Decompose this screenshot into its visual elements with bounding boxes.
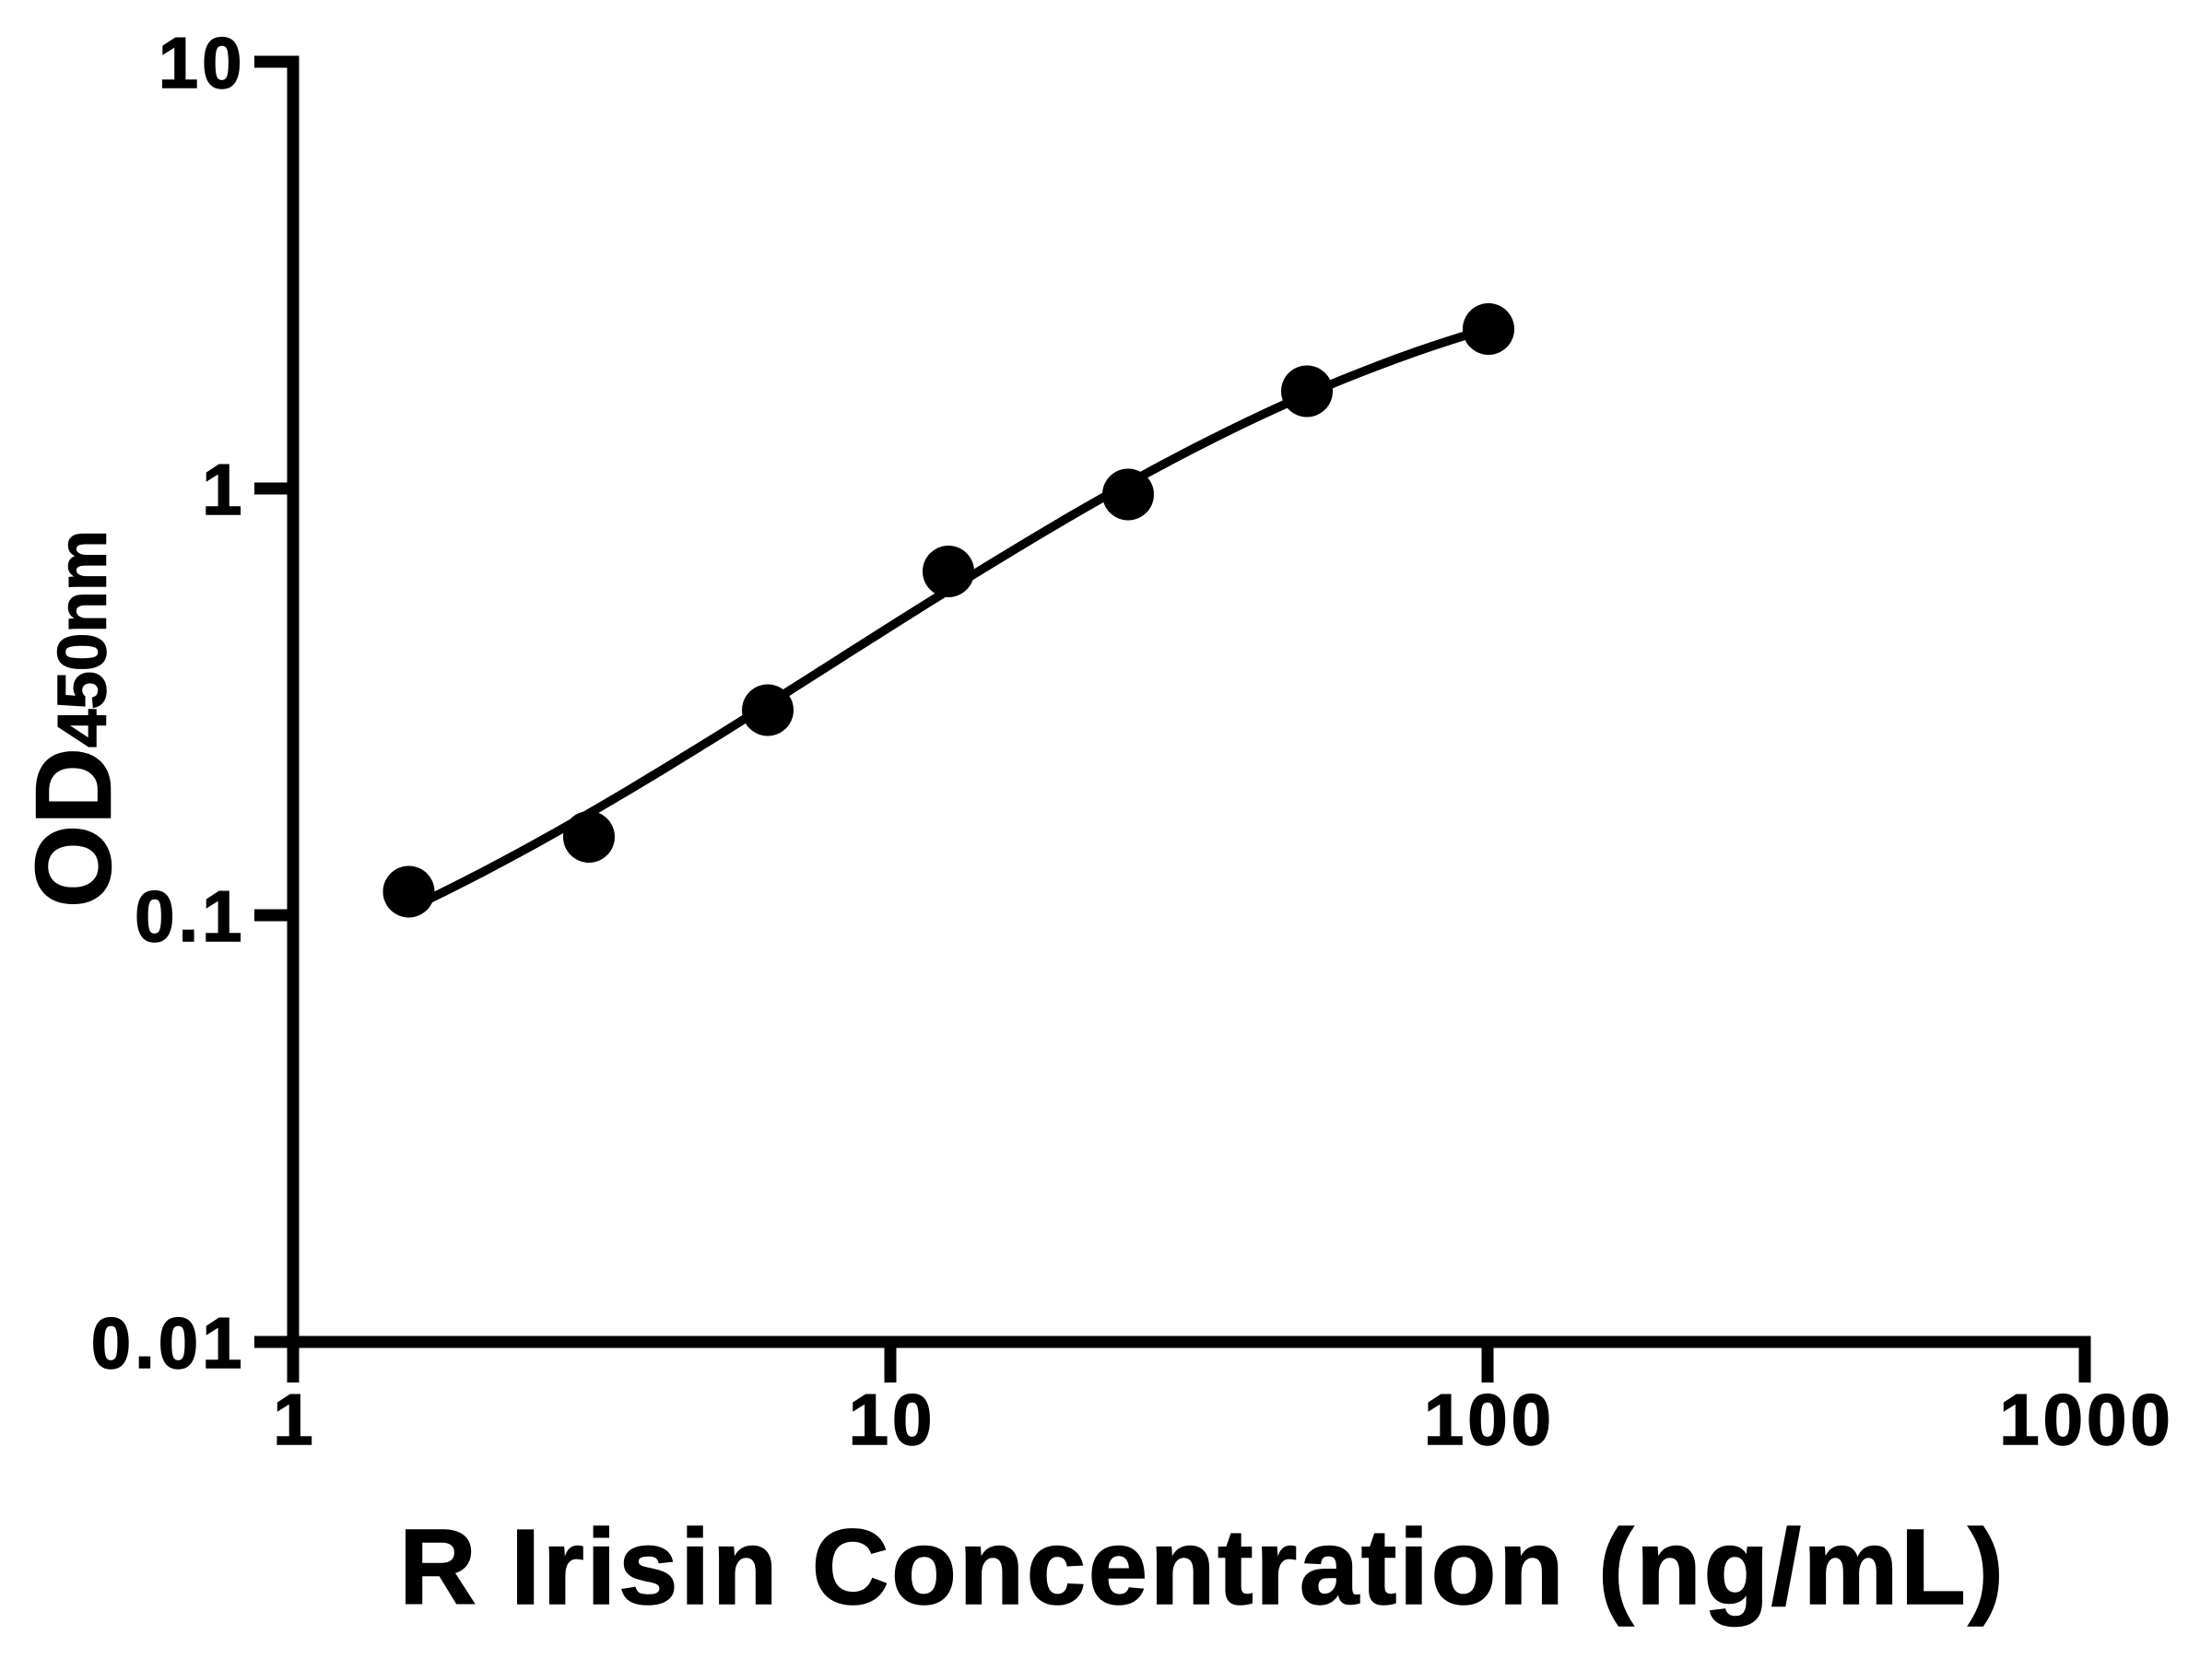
svg-text:R Irisin Concentration (ng/mL): R Irisin Concentration (ng/mL) xyxy=(399,1507,2004,1627)
svg-text:10: 10 xyxy=(849,1379,936,1460)
svg-text:10: 10 xyxy=(159,22,246,103)
svg-text:100: 100 xyxy=(1424,1379,1555,1460)
svg-text:1: 1 xyxy=(202,449,245,530)
svg-text:0.1: 0.1 xyxy=(135,876,245,957)
svg-text:0.01: 0.01 xyxy=(91,1302,246,1383)
svg-text:1000: 1000 xyxy=(1999,1379,2174,1460)
svg-text:1: 1 xyxy=(273,1379,316,1460)
